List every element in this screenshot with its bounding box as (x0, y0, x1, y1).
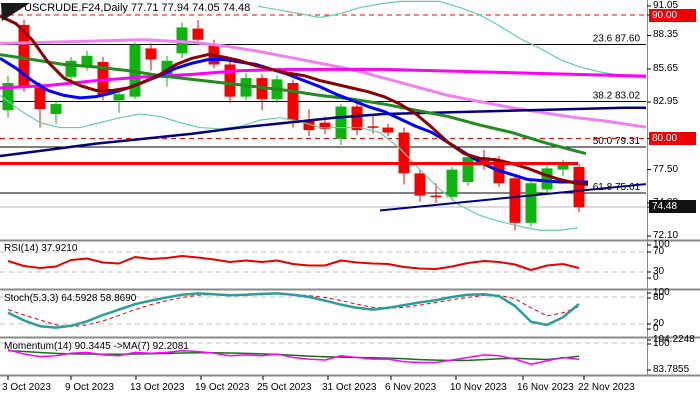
candle-body (414, 173, 426, 196)
momentum-axis-label: 83.7855 (653, 364, 690, 375)
price-axis-label: 77.50 (653, 163, 679, 175)
sell-arrow-marker (1, 3, 30, 21)
date-axis-label: 22 Nov 2023 (578, 382, 635, 393)
candle-body (367, 126, 379, 128)
stochastic-axis-label: 100 (653, 287, 670, 298)
rsi-axis-label: 0 (653, 272, 659, 283)
candle-body (240, 78, 252, 97)
candle-body (145, 48, 157, 60)
candle-body (65, 60, 77, 77)
price-axis-label: 72.10 (653, 230, 679, 241)
stochastic-axis-label: 20 (653, 318, 665, 329)
date-axis-label: 9 Oct 2023 (65, 382, 114, 393)
candle-body (478, 157, 490, 165)
ma-slow-green-line (0, 53, 587, 156)
ma-fast-maroon-line (0, 14, 589, 186)
price-axis-label: 85.65 (653, 62, 679, 74)
stochastic-axis-label: 0 (653, 323, 659, 334)
ma-magenta-line (0, 67, 646, 90)
candle-body (573, 167, 585, 207)
date-axis-label: 19 Oct 2023 (195, 382, 250, 393)
momentum-axis-label: 104.2248 (653, 334, 695, 345)
candle-body (446, 169, 458, 197)
candle-body (50, 104, 62, 114)
candle-body (319, 122, 331, 129)
candle-body (18, 24, 30, 87)
candle-body (287, 83, 299, 121)
price-axis-label: 88.35 (653, 29, 679, 41)
rsi-indicator-label: RSI(14) 37.9210 (4, 243, 78, 254)
candle-body (351, 106, 363, 131)
price-alert-badge: 80.00 (649, 132, 696, 146)
candle-body (541, 168, 553, 190)
candle-body (509, 178, 521, 223)
candle-body (34, 86, 46, 110)
ma-violet-line (0, 38, 646, 129)
bollinger-lower-band-line (0, 94, 579, 231)
candle-body (382, 127, 394, 133)
candle-body (335, 106, 347, 139)
price-axis-label: 82.95 (653, 96, 679, 108)
candle-body (113, 94, 125, 101)
candle-body (525, 183, 537, 223)
fibonacci-level-label: 23.6 87.60 (593, 34, 641, 45)
date-axis-label: 3 Oct 2023 (2, 382, 51, 393)
current-price-badge: 74.48 (649, 200, 696, 214)
candle-body (192, 28, 204, 40)
rising-support-trendline (379, 183, 646, 212)
date-axis-label: 16 Nov 2023 (517, 382, 574, 393)
bollinger-upper-band-line (257, 0, 646, 79)
fibonacci-level-label: 50.0 79.31 (593, 136, 641, 147)
ma-200-navy-line (0, 106, 646, 158)
candle-body (557, 164, 569, 170)
chart-title: USCRUDE.F24,Daily 77.71 77.94 74.05 74.4… (24, 2, 251, 14)
rsi-axis-label: 70 (653, 246, 665, 257)
momentum-axis-label: 100 (653, 338, 670, 349)
rsi-line (7, 255, 580, 271)
date-axis-label: 10 Nov 2023 (450, 382, 507, 393)
date-axis-label: 31 Oct 2023 (322, 382, 377, 393)
fibonacci-level-label: 38.2 83.02 (593, 90, 641, 101)
rsi-axis-label: 30 (653, 266, 665, 277)
date-axis-label: 6 Nov 2023 (385, 382, 437, 393)
price-axis-label: 91.05 (653, 0, 679, 11)
candle-body (303, 120, 315, 131)
date-axis-label: 13 Oct 2023 (130, 382, 185, 393)
rsi-axis-label: 100 (653, 239, 670, 250)
stochastic-line (7, 292, 580, 329)
stochastic-axis-label: 80 (653, 292, 665, 303)
candle-body (224, 64, 236, 97)
candle-body (430, 195, 442, 198)
date-axis-label: 25 Oct 2023 (257, 382, 312, 393)
momentum-line (7, 349, 580, 365)
candle-body (462, 157, 474, 182)
price-alert-badge: 90.00 (649, 8, 696, 22)
stochastic-indicator-label: Stoch(5,3,3) 64.5928 58.8690 (4, 293, 137, 304)
candle-body (81, 55, 93, 66)
candle-body (2, 83, 14, 111)
momentum-indicator-label: Momentum(14) 90.3445 ->MA(7) 92.2081 (4, 341, 189, 352)
